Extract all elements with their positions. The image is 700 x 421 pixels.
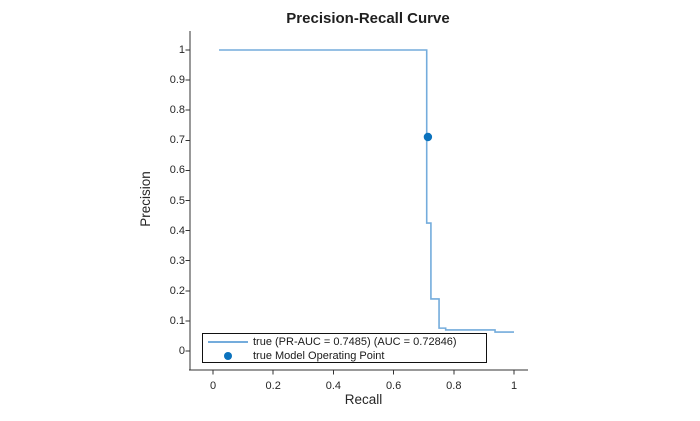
chart-title: Precision-Recall Curve	[286, 10, 450, 27]
y-tick-label: 0.7	[169, 134, 185, 147]
y-tick-label: 0.1	[169, 314, 185, 327]
y-tick-label: 0.4	[169, 224, 185, 237]
y-tick-label: 0	[178, 345, 185, 357]
x-tick-label: 0.6	[385, 380, 402, 392]
x-tick-label: 0.2	[265, 380, 281, 392]
legend-sample-area	[203, 335, 253, 349]
y-tick-label: 0.5	[169, 194, 185, 207]
y-tick-label: 0.3	[169, 254, 185, 267]
operating-point-marker	[423, 132, 433, 142]
x-tick-label: 0	[209, 380, 217, 392]
pr-curve-line	[219, 49, 514, 333]
y-tick-label: 0.9	[169, 74, 185, 87]
legend-entry-curve: true (PR-AUC = 0.7485) (AUC = 0.72846)	[203, 335, 486, 349]
x-tick-label: 0.8	[446, 380, 462, 392]
y-tick-label: 0.2	[169, 284, 185, 297]
y-tick-label: 0.8	[169, 104, 185, 117]
x-tick-label: 0.4	[325, 380, 342, 392]
legend-operating-point-label: true Model Operating Point	[253, 350, 385, 362]
y-tick-label: 0.6	[169, 164, 185, 177]
x-axis-label: Recall	[344, 392, 383, 407]
legend: true (PR-AUC = 0.7485) (AUC = 0.72846) t…	[202, 333, 487, 363]
y-tick-label: 1	[178, 44, 185, 56]
x-tick-label: 1	[510, 380, 518, 392]
legend-entry-operating-point: true Model Operating Point	[203, 349, 486, 363]
legend-marker-sample-icon	[224, 352, 232, 360]
legend-sample-area	[203, 349, 253, 363]
legend-line-sample-icon	[208, 341, 248, 343]
legend-curve-label: true (PR-AUC = 0.7485) (AUC = 0.72846)	[253, 336, 457, 348]
y-axis-label: Precision	[138, 171, 153, 227]
